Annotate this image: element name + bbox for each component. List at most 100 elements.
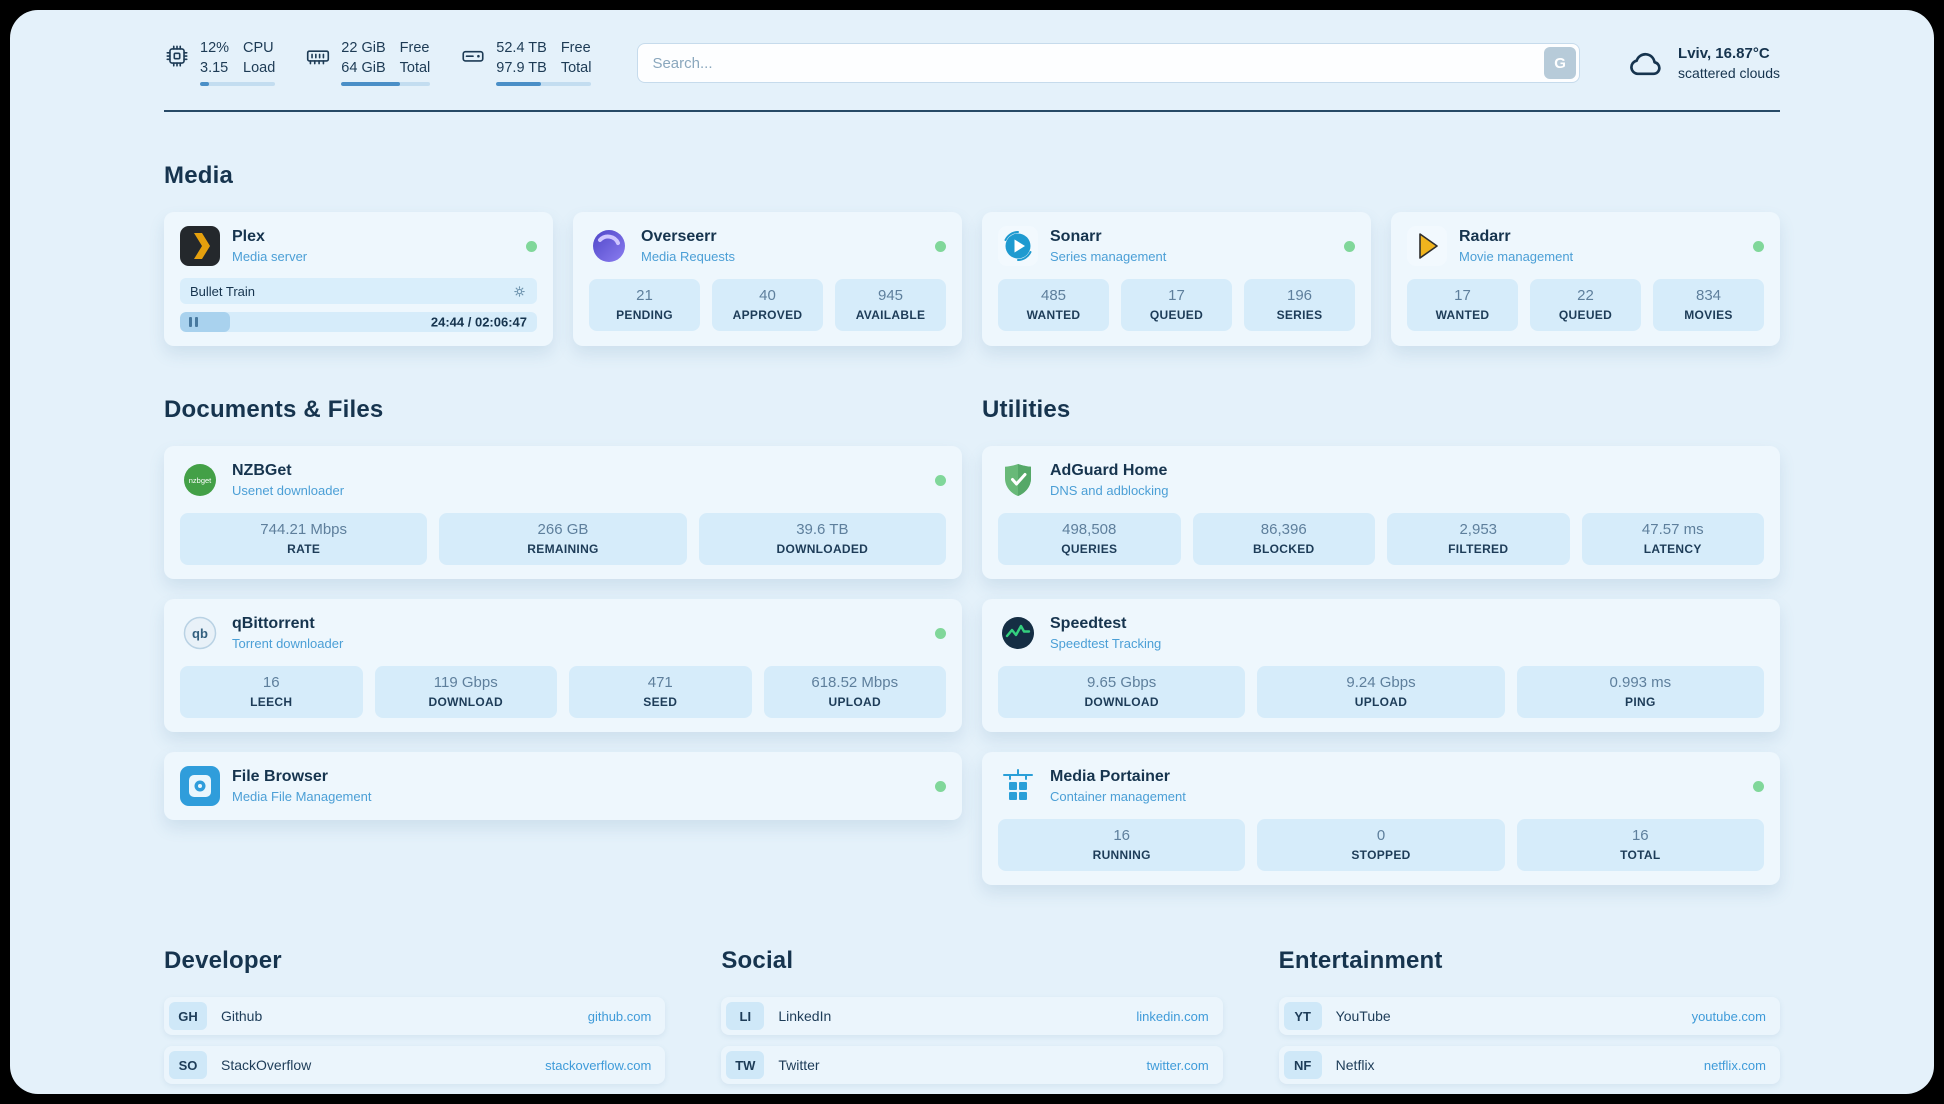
nzbget-card[interactable]: nzbget NZBGet Usenet downloader 744.21 M… [164,446,962,580]
stat-box: 485 WANTED [998,279,1109,332]
stat-value: 47.57 ms [1641,521,1704,539]
dashboard-panel: 12% 3.15 CPU Load [10,10,1934,1094]
stats-row: 21 PENDING 40 APPROVED 945 AVAILABLE [589,279,946,332]
app-name: Overseerr [641,228,717,246]
bookmark-youtube[interactable]: YT YouTube youtube.com [1278,997,1780,1036]
filebrowser-card[interactable]: File Browser Media File Management [164,752,962,821]
social-section: Social LI LinkedIn linkedin.com TW Twitt… [721,947,1223,1094]
stat-box: 196 SERIES [1244,279,1355,332]
bookmark-netflix[interactable]: NF Netflix netflix.com [1278,1046,1780,1085]
stat-value: 744.21 Mbps [260,521,348,539]
bookmark-url: youtube.com [1691,1008,1766,1024]
plex-card[interactable]: Plex Media server Bullet Train [164,212,553,347]
app-name: Sonarr [1050,228,1102,246]
stat-label: WANTED [1026,308,1081,323]
section-title-entertainment: Entertainment [1278,947,1443,975]
weather-widget: Lviv, 16.87°C scattered clouds [1626,43,1780,83]
adguard-card[interactable]: AdGuard Home DNS and adblocking 498,508 Q… [982,446,1780,580]
app-name: File Browser [232,768,329,786]
stat-box: 17 QUEUED [1121,279,1232,332]
stat-value: 9.65 Gbps [1087,674,1157,692]
ram-usage-bar [341,82,431,87]
speedtest-card[interactable]: Speedtest Speedtest Tracking 9.65 Gbps DO… [982,599,1780,733]
stat-value: 39.6 TB [796,521,849,539]
sonarr-card[interactable]: Sonarr Series management 485 WANTED 17 QUE… [982,212,1371,347]
ram-usage-fill [341,82,401,87]
card-head: Plex Media server [180,226,537,267]
radarr-icon [1407,226,1447,267]
cpu-label-bottom: Load [243,59,276,76]
radarr-card[interactable]: Radarr Movie management 17 WANTED 22 QUEUE… [1391,212,1780,347]
bookmark-list: YT YouTube youtube.com NF Netflix netfli… [1278,997,1780,1094]
ram-total-value: 64 GiB [341,59,386,76]
cpu-icon [164,43,190,69]
section-title-documents: Documents & Files [164,396,384,424]
bookmark-abbr: LI [726,1002,765,1031]
qbittorrent-card[interactable]: qb qBittorrent Torrent downloader 16 LEEC… [164,599,962,733]
stat-value: 2,953 [1459,521,1498,539]
stat-box: 0 STOPPED [1257,819,1505,872]
cloud-icon [1626,43,1666,83]
portainer-card[interactable]: Media Portainer Container management 16 R… [982,752,1780,886]
stat-label: PING [1625,695,1656,710]
status-dot [935,474,946,486]
app-name: qBittorrent [232,615,315,633]
documents-section: Documents & Files nzbget NZBGet Usenet d… [164,396,962,821]
card-head: Media Portainer Container management [998,766,1764,806]
bookmark-url: netflix.com [1703,1057,1766,1073]
stat-box: 16 RUNNING [998,819,1246,872]
bookmark-stackoverflow[interactable]: SO StackOverflow stackoverflow.com [164,1046,666,1085]
bookmark-linkedin[interactable]: LI LinkedIn linkedin.com [721,997,1223,1036]
section-title-social: Social [721,947,794,975]
app-name: Plex [232,228,265,246]
stat-box: 16 LEECH [180,666,363,719]
stat-value: 498,508 [1062,521,1117,539]
section-title-utilities: Utilities [982,396,1071,424]
search-engine-button[interactable]: G [1544,47,1577,80]
gear-icon[interactable] [512,284,527,299]
stats-row: 485 WANTED 17 QUEUED 196 SERIES [998,279,1355,332]
section-title-developer: Developer [164,947,282,975]
bookmark-list: GH Github github.com SO StackOverflow st… [164,997,666,1094]
stat-box: 16 TOTAL [1516,819,1764,872]
card-head: qb qBittorrent Torrent downloader [180,613,946,653]
stat-box: 21 PENDING [589,279,700,332]
stat-value: 945 [877,287,904,305]
disk-icon [460,43,486,69]
section-title-media: Media [164,162,234,190]
cpu-metric: 12% 3.15 CPU Load [164,40,276,87]
nzbget-icon: nzbget [180,460,220,500]
status-dot [1753,780,1764,792]
disk-free-value: 52.4 TB [496,40,547,56]
overseerr-card[interactable]: Overseerr Media Requests 21 PENDING 40 APP… [573,212,962,347]
status-dot [526,240,537,252]
stat-label: QUERIES [1061,542,1118,557]
status-dot [935,780,946,792]
topbar: 12% 3.15 CPU Load [164,40,1780,87]
bookmark-github[interactable]: GH Github github.com [164,997,666,1036]
cpu-usage-bar [200,82,276,87]
bookmark-url: linkedin.com [1136,1008,1209,1024]
stat-label: DOWNLOAD [1084,695,1159,710]
stat-value: 618.52 Mbps [811,674,899,692]
bookmark-list: LI LinkedIn linkedin.com TW Twitter twit… [721,997,1223,1085]
card-head: Overseerr Media Requests [589,226,946,266]
stat-box: 39.6 TB DOWNLOADED [698,513,946,566]
search-input[interactable] [637,43,1581,84]
stat-box: 498,508 QUERIES [998,513,1181,566]
pause-button[interactable] [180,312,230,333]
bookmark-abbr: SO [169,1051,207,1080]
stat-value: 17 [1454,287,1471,305]
stat-label: AVAILABLE [855,308,926,323]
stat-value: 471 [647,674,673,692]
bookmark-twitter[interactable]: TW Twitter twitter.com [721,1046,1223,1085]
ram-free-value: 22 GiB [341,40,386,56]
stat-box: 945 AVAILABLE [835,279,946,332]
weather-condition: scattered clouds [1678,65,1780,82]
system-metrics: 12% 3.15 CPU Load [164,40,592,87]
app-subtitle: Usenet downloader [232,483,345,499]
stat-label: LEECH [250,695,293,710]
stat-box: 119 Gbps DOWNLOAD [374,666,557,719]
stat-value: 485 [1040,287,1067,305]
playback-progress-bar[interactable]: 24:44 / 02:06:47 [180,312,537,333]
